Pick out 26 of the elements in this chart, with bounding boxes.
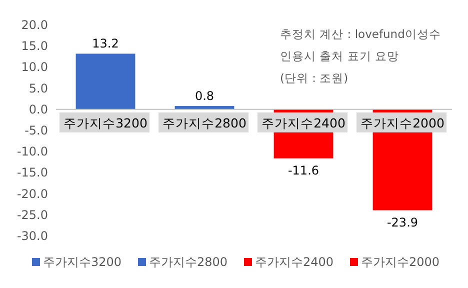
- x-tick-label: 주가지수2000: [360, 115, 444, 130]
- y-tick-label: -25.0: [16, 208, 48, 222]
- y-tick-label: 10.0: [21, 60, 48, 74]
- legend-label: 주가지수2800: [149, 255, 228, 269]
- annotation: 추정치 계산 : lovefund이성수: [280, 27, 441, 41]
- y-tick-label: 0.0: [28, 102, 48, 116]
- data-label: -23.9: [386, 215, 418, 230]
- x-tick-label: 주가지수2400: [262, 115, 346, 130]
- x-tick-label: 주가지수2800: [162, 115, 246, 130]
- annotation: 인용시 출처 표기 요망: [280, 49, 399, 63]
- annotation: (단위 : 조원): [280, 71, 348, 85]
- data-label: -11.6: [288, 163, 320, 178]
- data-label: 0.8: [194, 89, 214, 104]
- x-tick-label: 주가지수3200: [64, 115, 148, 130]
- legend-label: 주가지수3200: [43, 255, 122, 269]
- y-tick-label: 20.0: [21, 18, 48, 32]
- y-tick-label: 5.0: [28, 81, 48, 96]
- y-tick-label: -10.0: [16, 144, 48, 159]
- y-tick-label: -15.0: [16, 166, 48, 180]
- legend-label: 주가지수2000: [361, 255, 440, 269]
- y-tick-label: 15.0: [21, 39, 48, 54]
- y-tick-label: -30.0: [16, 229, 48, 243]
- legend-label: 주가지수2400: [255, 255, 334, 269]
- y-tick-label: -5.0: [24, 124, 48, 138]
- data-label: 13.2: [92, 36, 119, 51]
- y-tick-label: -20.0: [16, 186, 48, 201]
